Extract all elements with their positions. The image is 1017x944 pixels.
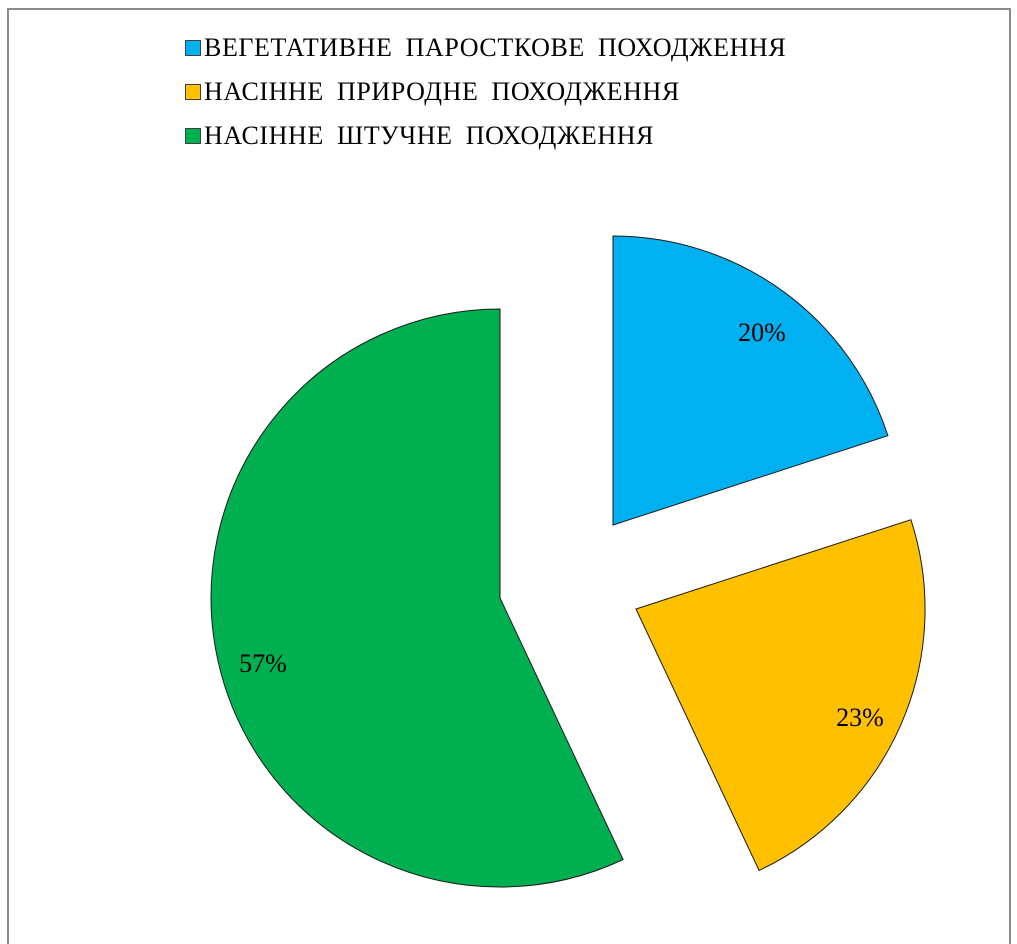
pie-slice-vegetative [612, 235, 889, 526]
legend-label-natural-seed: НАСІННЕ ПРИРОДНЕ ПОХОДЖЕННЯ [204, 77, 680, 106]
legend-swatch-artificial-seed [185, 128, 201, 144]
data-label-natural-seed: 23% [836, 703, 884, 732]
legend-swatch-vegetative [185, 40, 201, 56]
pie-slice-natural-seed [635, 519, 926, 872]
legend-item-vegetative: ВЕГЕТАТИВНЕ ПАРОСТКОВЕ ПОХОДЖЕННЯ [185, 26, 786, 70]
legend-item-artificial-seed: НАСІННЕ ШТУЧНЕ ПОХОДЖЕННЯ [185, 114, 786, 158]
data-label-artificial-seed: 57% [239, 649, 287, 678]
pie-slice-artificial-seed [210, 308, 624, 888]
legend-label-vegetative: ВЕГЕТАТИВНЕ ПАРОСТКОВЕ ПОХОДЖЕННЯ [204, 33, 787, 62]
legend-label-artificial-seed: НАСІННЕ ШТУЧНЕ ПОХОДЖЕННЯ [204, 121, 655, 150]
legend-swatch-natural-seed [185, 84, 201, 100]
legend: ВЕГЕТАТИВНЕ ПАРОСТКОВЕ ПОХОДЖЕННЯ НАСІНН… [185, 26, 786, 158]
data-label-vegetative: 20% [738, 318, 786, 347]
legend-item-natural-seed: НАСІННЕ ПРИРОДНЕ ПОХОДЖЕННЯ [185, 70, 786, 114]
